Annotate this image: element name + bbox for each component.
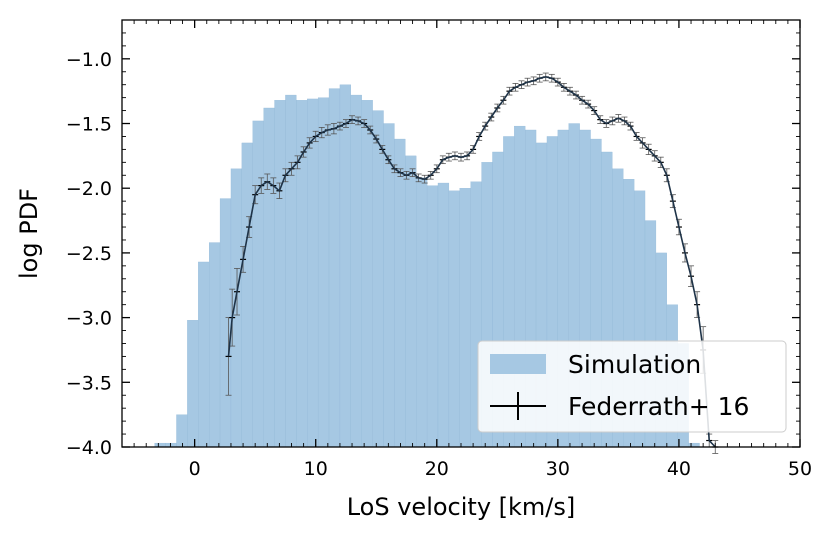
histogram-bar (339, 84, 351, 448)
histogram-bar (274, 100, 286, 448)
histogram-bar (416, 177, 428, 448)
histogram-bar (176, 414, 188, 448)
x-tick-labels: 0 10 20 30 40 50 (189, 458, 812, 480)
histogram-bar (405, 155, 417, 448)
histogram-bar (263, 107, 275, 448)
histogram-bar (187, 320, 199, 448)
histogram-bar (459, 188, 471, 448)
histogram-bar (394, 138, 406, 448)
y-axis-title: log PDF (15, 188, 43, 279)
histogram-bar (383, 123, 395, 448)
histogram-bar (209, 242, 221, 448)
x-tick-label: 20 (425, 458, 449, 480)
histogram-bar (307, 98, 319, 448)
federrath-line (227, 76, 716, 448)
y-tick-label: −4.0 (66, 437, 112, 459)
y-tick-label: −1.0 (66, 49, 112, 71)
histogram-bar (361, 100, 373, 448)
y-tick-label: −2.0 (66, 178, 112, 200)
errorbar-point (306, 137, 313, 149)
y-tick-label: −3.0 (66, 308, 112, 330)
y-tick-label: −3.5 (66, 372, 112, 394)
histogram-bar (252, 120, 264, 448)
axis-ticks (121, 19, 801, 448)
histogram-bar (350, 94, 362, 448)
histogram-bar (198, 261, 210, 448)
x-axis-title: LoS velocity [km/s] (347, 493, 576, 521)
x-tick-label: 0 (189, 458, 201, 480)
errorbar-series (225, 72, 719, 454)
histogram-bar (241, 142, 253, 448)
y-tick-labels: −4.0 −3.5 −3.0 −2.5 −2.0 −1.5 −1.0 (66, 49, 112, 459)
x-tick-label: 40 (667, 458, 691, 480)
legend-box (477, 340, 787, 433)
histogram-bar (230, 168, 243, 448)
histogram-bar (448, 190, 460, 448)
legend-simulation-label: Simulation (568, 350, 701, 379)
x-tick-label: 50 (788, 458, 812, 480)
legend-simulation-swatch (490, 354, 546, 374)
x-tick-label: 10 (304, 458, 328, 480)
histogram-bar (317, 97, 330, 448)
legend: Simulation Federrath+ 16 (477, 340, 787, 433)
histogram-bar (328, 88, 341, 448)
y-tick-label: −2.5 (66, 243, 112, 265)
y-tick-label: −1.5 (66, 114, 112, 136)
histogram-bar (437, 182, 450, 448)
histogram-bar (285, 94, 297, 448)
legend-federrath-label: Federrath+ 16 (568, 392, 749, 421)
x-tick-label: 30 (546, 458, 570, 480)
histogram-bar (426, 185, 439, 448)
histogram-bar (372, 110, 384, 448)
errorbar-point (225, 317, 232, 396)
histogram-bar (219, 198, 232, 448)
